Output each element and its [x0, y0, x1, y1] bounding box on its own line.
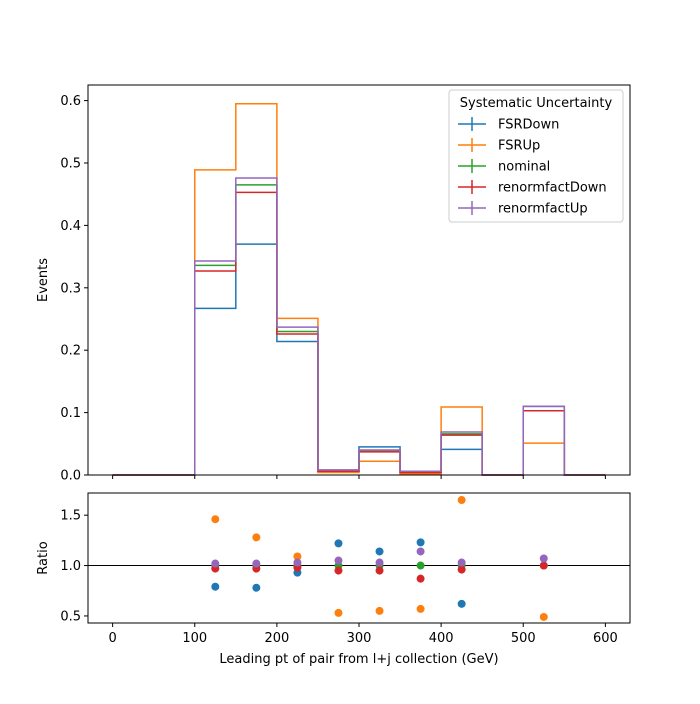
bottom-x-tick-label: 100 [182, 631, 207, 646]
bottom-y-tick-label: 1.5 [60, 509, 81, 524]
bottom-x-tick-label: 400 [429, 631, 454, 646]
ratio-point-renormfactDown [375, 566, 384, 575]
ratio-point-FSRDown [457, 599, 466, 608]
legend-entry-FSRUp: FSRUp [458, 138, 540, 154]
top-panel: 0.0 0.1 0.2 0.3 0.4 0.5 0.6 Events Systematic … [36, 84, 631, 484]
legend-entry-renormfactDown: renormfactDown [458, 180, 607, 196]
ratio-point-FSRUp [375, 606, 384, 615]
legend: Systematic Uncertainty FSRDown FSRUp nomin… [448, 89, 624, 223]
top-y-axis-title: Events [36, 258, 51, 302]
bottom-y-ticks: 0.5 1.0 1.5 [60, 509, 88, 624]
bottom-y-axis-title: Ratio [36, 541, 51, 574]
top-y-ticks: 0.0 0.1 0.2 0.3 0.4 0.5 0.6 [60, 94, 88, 484]
ratio-point-renormfactDown [457, 565, 466, 574]
bottom-x-tick-label: 200 [264, 631, 289, 646]
ratio-point-renormfactUp [334, 556, 343, 565]
ratio-point-FSRUp [334, 608, 343, 617]
bottom-x-tick-label: 0 [108, 631, 116, 646]
histogram-step-renormfactDown [112, 191, 606, 476]
histogram-step-nominal [112, 184, 606, 476]
top-y-tick-label: 0.4 [60, 219, 81, 234]
legend-entries: FSRDown FSRUp nominal renormfactDown renormf… [458, 117, 607, 217]
ratio-point-FSRUp [252, 533, 261, 542]
bottom-plot-frame [87, 492, 631, 624]
ratio-point-renormfactUp [211, 559, 220, 568]
bottom-x-tick-label: 600 [593, 631, 618, 646]
legend-title: Systematic Uncertainty [460, 96, 613, 111]
ratio-point-FSRDown [375, 547, 384, 556]
ratio-point-FSRUp [416, 604, 425, 613]
ratio-point-renormfactUp [252, 559, 261, 568]
bottom-x-axis-title: Leading pt of pair from l+j collection (… [219, 652, 498, 667]
ratio-point-FSRUp [457, 496, 466, 505]
ratio-point-renormfactUp [416, 547, 425, 556]
top-y-tick-label: 0.2 [60, 344, 81, 359]
legend-entry-renormfactUp: renormfactUp [458, 201, 588, 217]
bottom-x-tick-label: 500 [511, 631, 536, 646]
ratio-points [211, 496, 548, 621]
top-histogram-steps [112, 102, 606, 476]
ratio-point-FSRDown [334, 539, 343, 548]
ratio-point-FSRDown [252, 583, 261, 592]
ratio-point-renormfactUp [375, 558, 384, 567]
histogram-step-renormfactUp [112, 177, 606, 476]
ratio-point-renormfactUp [457, 558, 466, 567]
top-y-tick-label: 0.3 [60, 281, 81, 296]
bottom-y-tick-label: 0.5 [60, 609, 81, 624]
bottom-x-ticks: 0 100 200 300 400 500 600 [108, 623, 618, 646]
ratio-point-renormfactUp [539, 554, 548, 563]
legend-label: FSRUp [498, 139, 540, 154]
legend-label: nominal [498, 160, 550, 175]
histogram-step-FSRDown [112, 243, 606, 476]
ratio-point-renormfactDown [334, 566, 343, 575]
legend-label: renormfactDown [498, 181, 607, 196]
ratio-point-nominal [416, 561, 425, 570]
top-y-tick-label: 0.1 [60, 406, 81, 421]
ratio-point-renormfactDown [539, 561, 548, 570]
legend-frame [448, 89, 624, 223]
top-y-tick-label: 0.6 [60, 94, 81, 109]
bottom-x-tick-label: 300 [347, 631, 372, 646]
legend-entry-nominal: nominal [458, 159, 550, 175]
legend-entry-FSRDown: FSRDown [458, 117, 559, 133]
ratio-point-renormfactUp [293, 558, 302, 567]
legend-label: renormfactUp [498, 202, 588, 217]
bottom-panel: 0.5 1.0 1.5 0 100 200 300 400 500 600 Ratio Lead… [36, 492, 631, 667]
ratio-point-FSRUp [211, 515, 220, 524]
ratio-point-renormfactDown [416, 574, 425, 583]
ratio-point-FSRDown [416, 538, 425, 547]
bottom-y-tick-label: 1.0 [60, 559, 81, 574]
top-y-tick-label: 0.5 [60, 157, 81, 172]
ratio-point-FSRUp [539, 612, 548, 621]
top-x-ticks [112, 475, 606, 479]
ratio-point-FSRDown [211, 582, 220, 591]
top-y-tick-label: 0.0 [60, 469, 81, 484]
ratio-point-FSRUp [293, 552, 302, 561]
legend-label: FSRDown [498, 118, 559, 133]
